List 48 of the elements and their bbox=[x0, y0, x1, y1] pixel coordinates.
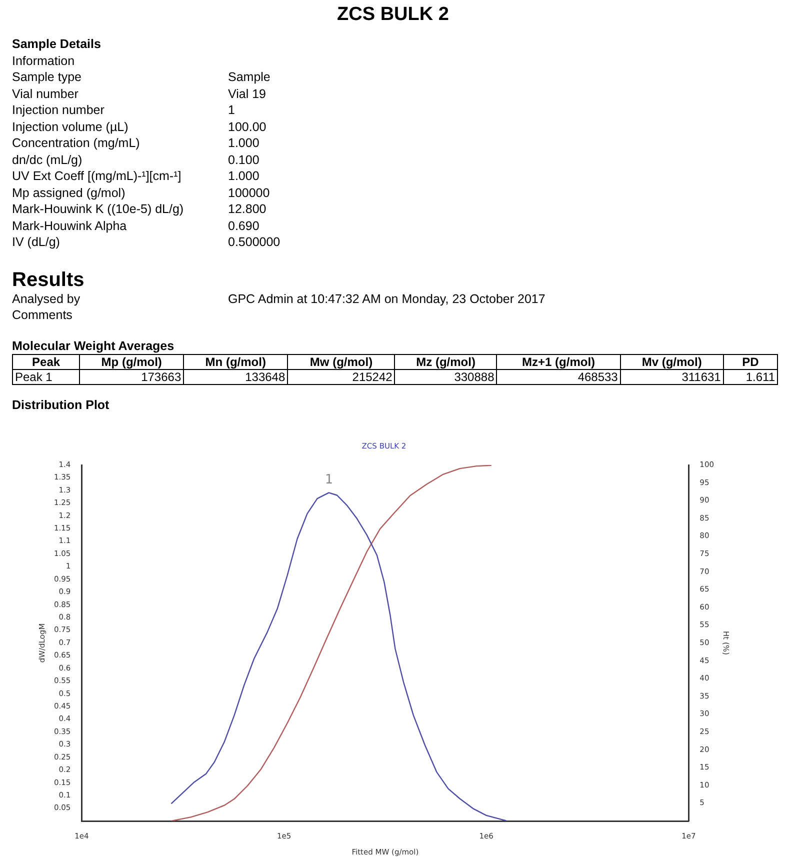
text: 1.000 bbox=[228, 168, 260, 184]
text: Concentration (mg/mL) bbox=[12, 135, 141, 152]
text: Peak bbox=[12, 354, 80, 370]
text: 12.800 bbox=[228, 201, 266, 218]
text: 133648 bbox=[184, 370, 288, 384]
text: Distribution Plot bbox=[12, 397, 110, 414]
text: 100.00 bbox=[228, 118, 266, 135]
text: PD bbox=[723, 354, 778, 370]
text: UV Ext Coeff [(mg/mL)-¹][cm-¹] bbox=[12, 168, 182, 184]
text: 173663 bbox=[80, 370, 184, 384]
text: Analysed by bbox=[12, 290, 82, 307]
text: Vial number bbox=[12, 86, 80, 102]
text: Mz (g/mol) bbox=[394, 354, 497, 370]
annotation: 1 bbox=[324, 472, 333, 488]
text: Mn (g/mol) bbox=[184, 354, 288, 370]
text: dn/dc (mL/g) bbox=[12, 152, 84, 168]
text: Information bbox=[12, 52, 76, 69]
text: 0.100 bbox=[228, 152, 260, 168]
text: IV (dL/g) bbox=[12, 234, 61, 250]
text: 0.500000 bbox=[228, 234, 280, 250]
text: ZCS BULK 2 bbox=[336, 4, 450, 26]
text: 215242 bbox=[288, 370, 395, 384]
text: 100000 bbox=[228, 184, 270, 201]
text: Mark-Houwink K ((10e-5) dL/g) bbox=[12, 201, 185, 218]
text: Mp (g/mol) bbox=[80, 354, 184, 370]
text: Peak 1 bbox=[12, 370, 80, 384]
text: Injection number bbox=[12, 102, 106, 118]
text: Comments bbox=[12, 307, 74, 324]
text: 330888 bbox=[394, 370, 497, 384]
text: Sample bbox=[228, 69, 270, 86]
text: Vial 19 bbox=[228, 86, 266, 102]
text: Injection volume (µL) bbox=[12, 118, 130, 135]
text: Results bbox=[12, 268, 86, 290]
text: Mz+1 (g/mol) bbox=[496, 354, 620, 370]
text: Mp assigned (g/mol) bbox=[12, 184, 126, 201]
text: Molecular Weight Averages bbox=[12, 338, 176, 354]
text: 0.690 bbox=[228, 218, 260, 234]
text: Sample Details bbox=[12, 36, 102, 52]
text: 1 bbox=[228, 102, 235, 118]
text: 311631 bbox=[620, 370, 724, 384]
text: GPC Admin at 10:47:32 AM on Monday, 23 October 2017 bbox=[228, 290, 546, 307]
text: 1.611 bbox=[723, 370, 778, 384]
text: 1.000 bbox=[228, 135, 260, 152]
text: 468533 bbox=[496, 370, 620, 384]
text: Mw (g/mol) bbox=[288, 354, 395, 370]
text: Mv (g/mol) bbox=[620, 354, 724, 370]
text: Mark-Houwink Alpha bbox=[12, 218, 128, 234]
text: Sample type bbox=[12, 69, 82, 86]
